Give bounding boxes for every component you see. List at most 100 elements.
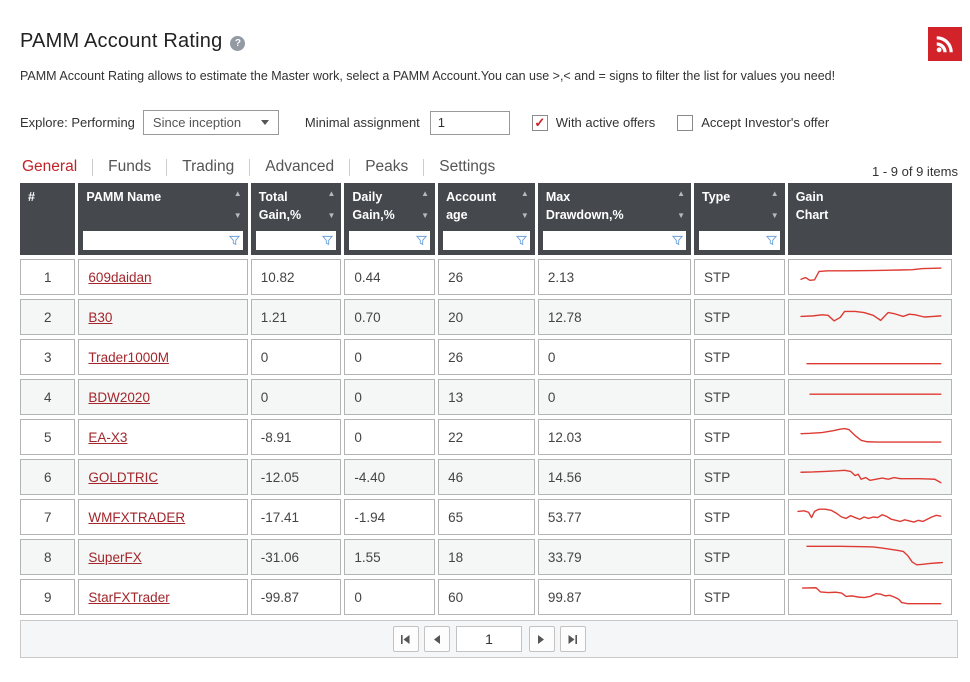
gain-chart-cell — [787, 419, 952, 455]
pamm-account-link[interactable]: BDW2020 — [88, 389, 150, 405]
tab-funds[interactable]: Funds — [108, 158, 152, 175]
column-label: Gain Chart — [796, 188, 945, 224]
column-label-line1: Type — [702, 190, 731, 204]
pamm-name-cell: Trader1000M — [78, 339, 248, 375]
sort-desc-icon[interactable]: ▼ — [770, 211, 779, 220]
gain-sparkline-chart — [795, 463, 945, 491]
gain-chart-cell — [787, 539, 952, 575]
pamm-account-link[interactable]: B30 — [88, 309, 113, 325]
sort-asc-icon[interactable]: ▲ — [421, 189, 430, 198]
pamm-account-link[interactable]: SuperFX — [88, 549, 142, 565]
column-label: # — [28, 188, 68, 206]
tab-peaks[interactable]: Peaks — [365, 158, 409, 175]
pamm-account-link[interactable]: EA-X3 — [88, 429, 128, 445]
filter-funnel-icon[interactable] — [416, 235, 428, 246]
tab-separator — [349, 158, 351, 176]
sort-desc-icon[interactable]: ▼ — [233, 211, 242, 220]
max-drawdown-cell: 12.78 — [537, 299, 691, 335]
row-index: 5 — [20, 419, 76, 455]
tab-settings[interactable]: Settings — [439, 158, 496, 175]
total-gain-cell: 10.82 — [250, 259, 342, 295]
column-header-type[interactable]: Type ▲ ▼ — [694, 183, 785, 255]
table-row: 5 EA-X3 -8.91 0 22 12.03 STP — [20, 419, 952, 455]
account-age-cell: 46 — [438, 459, 535, 495]
filter-input-max_drawdown[interactable] — [542, 233, 672, 248]
account-age-cell: 65 — [438, 499, 535, 535]
row-index: 6 — [20, 459, 76, 495]
filter-input-type[interactable] — [699, 233, 766, 248]
sort-asc-icon[interactable]: ▲ — [520, 189, 529, 198]
with-active-offers-checkbox[interactable]: ✓ — [531, 114, 548, 131]
column-label-line1: Daily — [352, 190, 383, 204]
filter-input-account_age[interactable] — [443, 233, 516, 248]
minimal-assignment-input[interactable] — [429, 110, 510, 135]
total-gain-cell: -31.06 — [250, 539, 342, 575]
rss-icon[interactable] — [928, 27, 962, 61]
last-page-button[interactable] — [559, 626, 586, 652]
skip-to-last-icon — [568, 634, 577, 644]
column-header-daily_gain[interactable]: Daily Gain,% ▲ ▼ — [344, 183, 436, 255]
page-number-input[interactable]: 1 — [456, 626, 522, 652]
column-label-line2: age — [446, 208, 468, 223]
sort-desc-icon[interactable]: ▼ — [327, 211, 336, 220]
items-count: 1 - 9 of 9 items — [872, 164, 958, 179]
sort-desc-icon[interactable]: ▼ — [677, 211, 685, 220]
total-gain-cell: -17.41 — [250, 499, 342, 535]
prev-page-button[interactable] — [423, 626, 450, 652]
filter-input-daily_gain[interactable] — [349, 233, 417, 248]
tab-trading[interactable]: Trading — [182, 158, 235, 175]
account-age-cell: 20 — [438, 299, 535, 335]
filter-input-name[interactable] — [83, 233, 229, 248]
next-page-button[interactable] — [528, 626, 555, 652]
pamm-account-link[interactable]: GOLDTRIC — [88, 469, 159, 485]
sort-asc-icon[interactable]: ▲ — [677, 189, 685, 198]
gain-sparkline-chart — [795, 303, 945, 331]
next-arrow-icon — [538, 634, 544, 644]
checkmark-icon: ✓ — [534, 114, 546, 130]
tab-separator — [249, 158, 251, 176]
filter-funnel-icon[interactable] — [228, 235, 240, 246]
tab-general[interactable]: General — [22, 158, 78, 175]
filter-funnel-icon[interactable] — [322, 235, 334, 246]
pamm-account-link[interactable]: Trader1000M — [88, 349, 169, 365]
sort-asc-icon[interactable]: ▲ — [233, 189, 242, 198]
pamm-name-cell: B30 — [78, 299, 248, 335]
gain-sparkline-chart — [795, 343, 945, 371]
column-label-line2: Chart — [795, 208, 829, 223]
column-header-total_gain[interactable]: Total Gain,% ▲ ▼ — [250, 183, 342, 255]
column-header-max_drawdown[interactable]: Max Drawdown,% ▲ ▼ — [537, 183, 691, 255]
sort-asc-icon[interactable]: ▲ — [770, 189, 779, 198]
filter-funnel-icon[interactable] — [672, 235, 683, 246]
max-drawdown-cell: 0 — [537, 339, 691, 375]
sort-asc-icon[interactable]: ▲ — [327, 189, 336, 198]
column-header-account_age[interactable]: Account age ▲ ▼ — [438, 183, 535, 255]
gain-sparkline-chart — [795, 263, 945, 291]
sort-desc-icon[interactable]: ▼ — [520, 211, 529, 220]
table-row: 1 609daidan 10.82 0.44 26 2.13 STP — [20, 259, 952, 295]
period-select[interactable]: Since inception — [142, 110, 279, 135]
filter-input-total_gain[interactable] — [255, 233, 323, 248]
filter-funnel-icon[interactable] — [765, 235, 777, 246]
pamm-name-cell: EA-X3 — [78, 419, 248, 455]
column-header-name[interactable]: PAMM Name ▲ ▼ — [78, 183, 248, 255]
max-drawdown-cell: 2.13 — [537, 259, 691, 295]
filter-funnel-icon[interactable] — [515, 235, 527, 246]
pamm-account-link[interactable]: 609daidan — [88, 269, 152, 285]
with-active-offers-checkbox-group[interactable]: ✓ With active offers — [531, 114, 655, 131]
sort-desc-icon[interactable]: ▼ — [421, 211, 430, 220]
column-label-line1: Account — [446, 190, 497, 204]
row-index: 1 — [20, 259, 76, 295]
account-age-cell: 26 — [438, 259, 535, 295]
daily-gain-cell: 1.55 — [344, 539, 436, 575]
total-gain-cell: 1.21 — [250, 299, 342, 335]
help-icon[interactable]: ? — [230, 35, 246, 51]
tab-advanced[interactable]: Advanced — [265, 158, 335, 175]
account-age-cell: 60 — [438, 579, 535, 615]
type-cell: STP — [694, 379, 785, 415]
type-cell: STP — [694, 459, 785, 495]
pamm-account-link[interactable]: WMFXTRADER — [88, 509, 186, 525]
accept-investor-offer-checkbox[interactable] — [677, 114, 694, 131]
first-page-button[interactable] — [392, 626, 419, 652]
accept-investor-offer-checkbox-group[interactable]: Accept Investor's offer — [677, 114, 829, 131]
pamm-account-link[interactable]: StarFXTrader — [88, 589, 170, 605]
